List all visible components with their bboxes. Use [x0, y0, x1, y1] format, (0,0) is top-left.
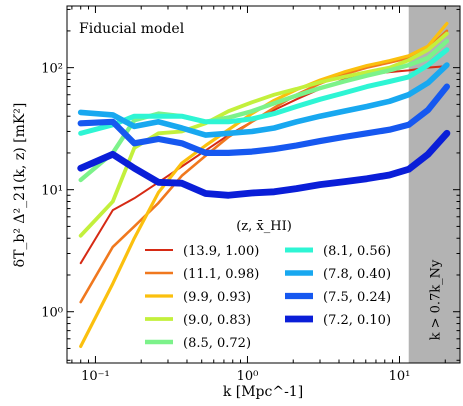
chart-title: Fiducial model	[79, 21, 185, 37]
series-line-6	[78, 47, 450, 136]
x-tick-label: 10⁻¹	[81, 369, 110, 384]
plot-frame	[66, 5, 461, 364]
legend-entry: (7.5, 0.24)	[323, 290, 391, 305]
legend-entry: (8.1, 0.56)	[323, 244, 391, 259]
series-line-8	[77, 83, 450, 156]
y-axis-label: δT_b² Δ²_21(k, z) [mK²]	[12, 103, 28, 268]
legend-entry: (7.8, 0.40)	[323, 267, 391, 282]
nyquist-shaded-region	[408, 6, 460, 363]
legend-entry: (9.0, 0.83)	[183, 313, 251, 328]
series-line-3	[79, 21, 449, 348]
x-tick-label: 10¹	[389, 369, 411, 384]
x-axis-label: k [Mpc^-1]	[223, 384, 303, 400]
y-tick-label: 10²	[41, 62, 63, 77]
series-line-7	[77, 62, 450, 138]
legend-title: (z, x̄_HI)	[236, 219, 292, 234]
y-tick-label: 10⁰	[41, 306, 63, 321]
series-line-9	[77, 129, 451, 199]
legend-entry: (7.2, 0.10)	[323, 313, 391, 328]
x-tick-label: 10⁰	[237, 369, 259, 384]
y-tick-label: 10¹	[41, 184, 63, 199]
legend-entry: (9.9, 0.93)	[183, 290, 251, 305]
series-line-1	[79, 65, 448, 265]
legend-entry: (11.1, 0.98)	[183, 267, 259, 282]
legend-entry: (13.9, 1.00)	[183, 244, 259, 259]
legend-entry: (8.5, 0.72)	[183, 336, 251, 351]
legend: (z, x̄_HI) (13.9, 1.00) (11.1, 0.98) (9.9,…	[145, 219, 391, 351]
nyquist-region-label: k > 0.7k_Ny	[428, 259, 443, 340]
